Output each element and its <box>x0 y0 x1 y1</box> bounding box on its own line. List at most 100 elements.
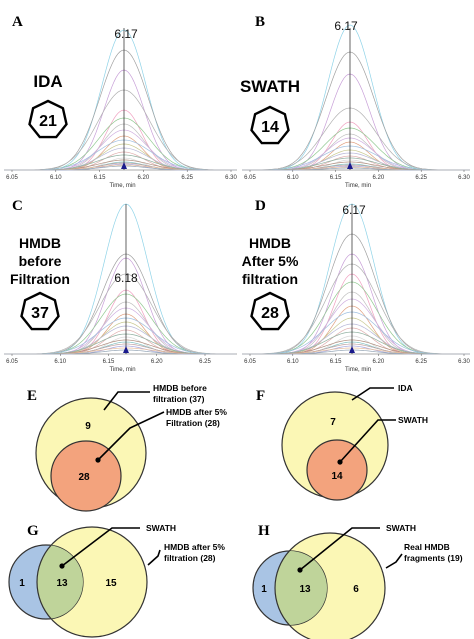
apex-arrow-icon <box>349 346 355 353</box>
panel-letter: G <box>27 523 39 539</box>
heptagon-badge-icon <box>28 99 68 139</box>
callout-leader-line <box>299 527 380 571</box>
callout-label: HMDB after 5% <box>164 542 225 552</box>
callout-leader-line <box>351 387 394 401</box>
chromatogram-trace <box>242 331 470 355</box>
panel-letter: A <box>12 14 23 30</box>
method-label: IDA <box>33 72 62 91</box>
callout-leader-line <box>97 411 165 461</box>
apex-arrow-icon <box>123 346 129 353</box>
chromatogram-trace <box>4 165 236 171</box>
x-tick-label: 6.15 <box>330 175 342 181</box>
apex-arrow-icon <box>121 162 127 169</box>
panel-letter: D <box>255 198 266 214</box>
count-badge-number: 37 <box>31 305 49 322</box>
callout-label: Real HMDB <box>404 542 450 552</box>
callout-leader-line <box>385 553 403 569</box>
chromatogram-panel-d: 6.17 6.05 6.10 6.15 6.20 6.25 6.30 Time, min D HM… <box>242 198 471 373</box>
x-axis-title: Time, min <box>345 183 371 189</box>
method-label: HMDB <box>249 235 291 251</box>
callout-leader-line <box>103 391 150 411</box>
venn-count-inner: 14 <box>331 471 343 482</box>
x-tick-label: 6.05 <box>6 359 18 365</box>
callout-label: IDA <box>398 383 413 393</box>
venn-count-right: 15 <box>105 578 117 589</box>
count-badge-number: 28 <box>261 305 279 322</box>
count-badge-number: 21 <box>39 113 57 130</box>
heptagon-badge-icon <box>250 105 290 145</box>
callout-label: SWATH <box>386 523 416 533</box>
x-tick-label: 6.10 <box>50 175 62 181</box>
method-label: After 5% <box>242 253 299 269</box>
venn-circle-inner <box>50 440 122 512</box>
x-tick-label: 6.15 <box>330 359 342 365</box>
x-axis-title: Time, min <box>109 183 135 189</box>
method-label: filtration <box>242 271 298 287</box>
venn-count-left: 1 <box>19 578 25 589</box>
panel-letter: B <box>255 14 265 30</box>
chromatogram-trace <box>4 147 236 171</box>
x-tick-label: 6.15 <box>94 175 106 181</box>
panel-letter: H <box>258 523 270 539</box>
method-label: SWATH <box>240 77 300 96</box>
peak-time-label: 6.18 <box>114 271 138 285</box>
count-badge-number: 14 <box>261 119 279 136</box>
x-tick-label: 6.30 <box>458 359 470 365</box>
venn-count-outer: 9 <box>85 421 91 432</box>
apex-arrow-icon <box>347 162 353 169</box>
x-tick-label: 6.25 <box>415 175 427 181</box>
venn-panel-g: G 1 13 15 SWATH HMDB after 5%filtration (28) <box>8 523 225 638</box>
callout-label: filtration (37) <box>153 394 205 404</box>
method-label: before <box>19 253 62 269</box>
venn-overlap-region <box>274 551 327 625</box>
x-axis-title: Time, min <box>109 367 135 373</box>
chromatogram-panel-a: 6.17 6.05 6.10 6.15 6.20 6.25 6.30 Time, min A ID… <box>4 14 237 189</box>
panel-letter: F <box>256 388 265 404</box>
x-tick-label: 6.20 <box>138 175 150 181</box>
method-label: HMDB <box>19 235 61 251</box>
chromatogram-trace <box>242 349 470 355</box>
chromatogram-trace <box>242 335 470 355</box>
peak-time-label: 6.17 <box>334 19 358 33</box>
callout-label: HMDB after 5% <box>166 407 227 417</box>
callout-label: filtration (28) <box>164 553 216 563</box>
x-tick-label: 6.25 <box>199 359 211 365</box>
chromatogram-panel-b: 6.17 6.05 6.10 6.15 6.20 6.25 6.30 Time, min B SW… <box>240 14 471 189</box>
callout-label: SWATH <box>146 523 176 533</box>
callout-dot-icon <box>297 567 303 573</box>
venn-panel-f: F 7 14 IDA SWATH <box>256 383 428 501</box>
callout-dot-icon <box>95 457 101 463</box>
callout-leader-line <box>61 527 140 567</box>
x-tick-label: 6.05 <box>6 175 18 181</box>
x-tick-label: 6.25 <box>415 359 427 365</box>
x-tick-label: 6.10 <box>287 359 299 365</box>
peak-time-label: 6.17 <box>114 27 138 41</box>
chromatogram-trace <box>4 154 236 171</box>
x-tick-label: 6.25 <box>181 175 193 181</box>
venn-count-inner: 28 <box>78 472 90 483</box>
heptagon-badge-icon <box>250 291 290 331</box>
chromatogram-trace <box>4 151 236 171</box>
callout-dot-icon <box>59 563 65 569</box>
x-tick-label: 6.30 <box>458 175 470 181</box>
panel-letter: E <box>27 388 37 404</box>
x-tick-label: 6.15 <box>103 359 115 365</box>
chromatogram-trace <box>242 141 470 171</box>
callout-leader-line <box>339 419 396 463</box>
x-tick-label: 6.20 <box>373 175 385 181</box>
chromatogram-trace <box>242 167 470 171</box>
heptagon-badge-icon <box>20 291 60 331</box>
callout-leader-line <box>147 549 161 566</box>
x-tick-label: 6.20 <box>151 359 163 365</box>
chromatogram-trace <box>242 233 470 355</box>
callout-label: HMDB before <box>153 383 207 393</box>
venn-count-overlap: 13 <box>299 584 311 595</box>
panel-letter: C <box>12 198 23 214</box>
venn-circle-inner <box>306 439 368 501</box>
peak-time-label: 6.17 <box>342 203 366 217</box>
method-label: Filtration <box>10 271 70 287</box>
callout-label: fragments (19) <box>404 553 463 563</box>
